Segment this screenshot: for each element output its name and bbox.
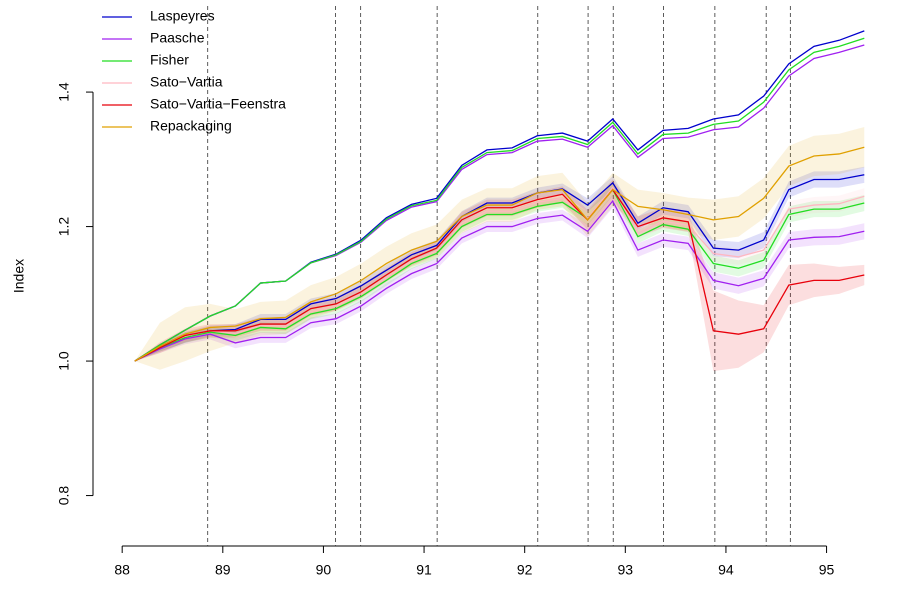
x-tick-label: 89 [215,562,231,578]
series-line [134,199,865,362]
x-tick-label: 91 [416,562,432,578]
legend-label: Laspeyres [150,8,215,24]
series-line [134,188,865,362]
legend-label: Fisher [150,52,189,68]
series-line [134,188,865,362]
legend-label: Paasche [150,30,205,46]
x-tick-label: 90 [316,562,332,578]
series-line [134,186,865,362]
series-line [134,37,865,362]
confidence-band [134,180,865,362]
series-line [134,146,865,362]
confidence-band [134,182,865,362]
x-tick-label: 93 [618,562,634,578]
y-tick-label: 0.8 [56,486,72,506]
x-tick-label: 92 [517,562,533,578]
x-tick-label: 95 [819,562,835,578]
series-line [134,174,865,362]
legend-label: Repackaging [150,118,232,134]
legend-label: Sato−Vartia [150,74,223,90]
y-tick-label: 1.4 [56,82,72,102]
legend-label: Sato−Vartia−Feenstra [150,96,286,112]
y-tick-label: 1.2 [56,217,72,237]
confidence-band [134,179,865,372]
y-axis-label: Index [11,259,27,293]
confidence-band [134,166,865,362]
x-tick-label: 88 [114,562,130,578]
x-tick-label: 94 [718,562,734,578]
y-tick-label: 1.0 [56,351,72,371]
confidence-band [134,127,865,370]
confidence-band [134,194,865,362]
